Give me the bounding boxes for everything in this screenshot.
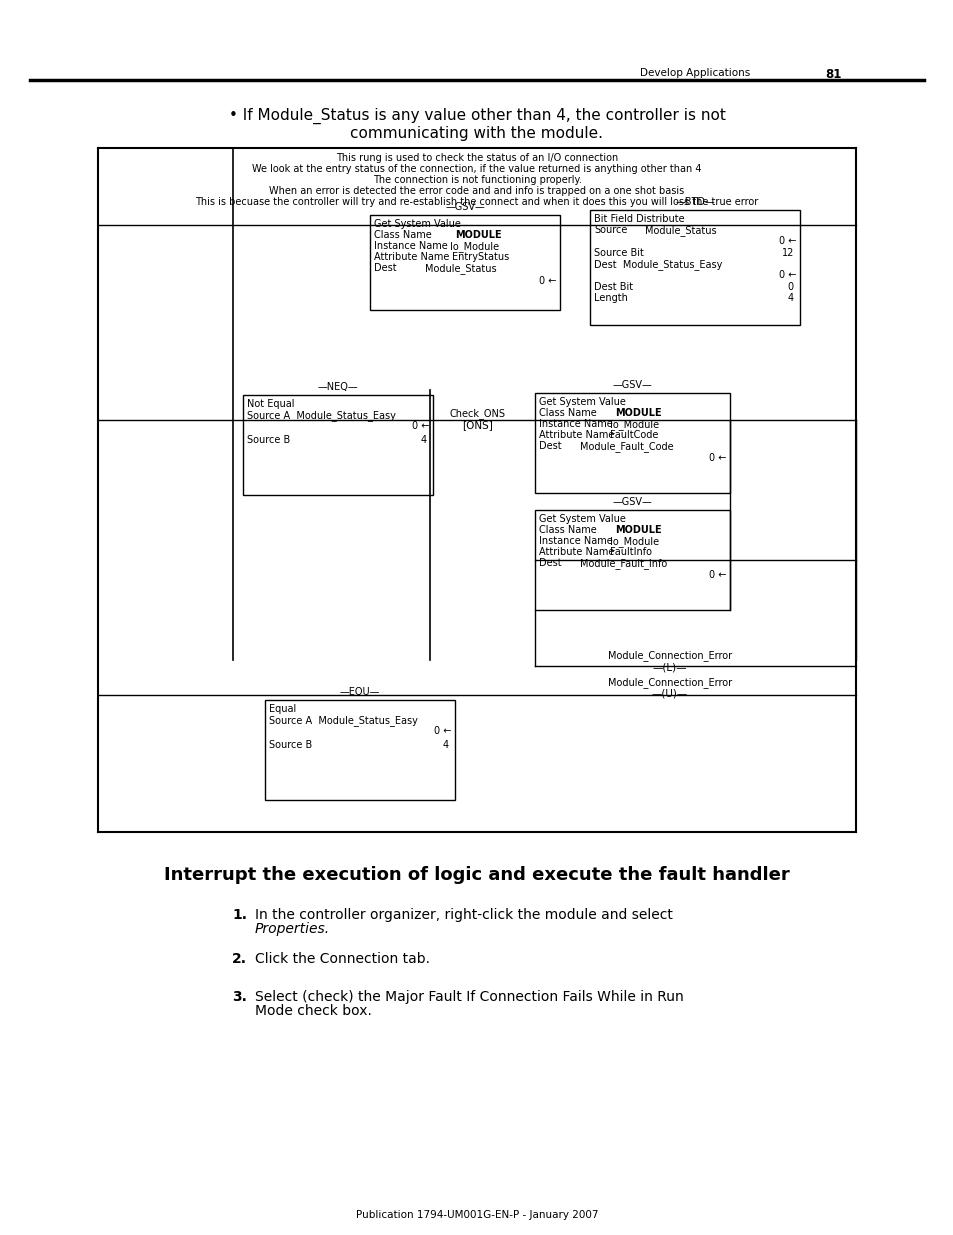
Text: MODULE: MODULE — [615, 408, 661, 417]
Text: 0 ←: 0 ← — [434, 726, 451, 736]
Text: —NEQ—: —NEQ— — [317, 382, 358, 391]
Text: 2.: 2. — [232, 952, 247, 966]
Text: Check_ONS: Check_ONS — [450, 408, 505, 419]
Bar — [243, 395, 433, 495]
Text: Instance Name: Instance Name — [538, 536, 612, 546]
Text: Dest Bit: Dest Bit — [594, 282, 633, 291]
Text: 0 ←: 0 ← — [708, 571, 725, 580]
Text: 81: 81 — [824, 68, 841, 82]
Text: We look at the entry status of the connection, if the value returned is anything: We look at the entry status of the conne… — [252, 164, 701, 174]
Text: FaultCode: FaultCode — [609, 430, 658, 440]
Text: Io_Module: Io_Module — [609, 536, 659, 547]
Text: Get System Value: Get System Value — [374, 219, 460, 228]
Text: —GSV—: —GSV— — [612, 496, 651, 508]
Text: Source B: Source B — [269, 740, 312, 750]
Bar — [265, 700, 455, 800]
Text: This rung is used to check the status of an I/O connection: This rung is used to check the status of… — [335, 153, 618, 163]
Text: Interrupt the execution of logic and execute the fault handler: Interrupt the execution of logic and exe… — [164, 866, 789, 884]
Text: 1.: 1. — [232, 908, 247, 923]
Text: Publication 1794-UM001G-EN-P - January 2007: Publication 1794-UM001G-EN-P - January 2… — [355, 1210, 598, 1220]
Text: Dest: Dest — [538, 558, 561, 568]
Text: 4: 4 — [442, 740, 449, 750]
Text: Attribute Name: Attribute Name — [374, 252, 449, 262]
Bar — [535, 393, 729, 493]
Text: In the controller organizer, right-click the module and select: In the controller organizer, right-click… — [254, 908, 672, 923]
Text: Not Equal: Not Equal — [247, 399, 294, 409]
Text: Source A  Module_Status_Easy: Source A Module_Status_Easy — [247, 410, 395, 421]
Text: Module_Fault_Code: Module_Fault_Code — [579, 441, 673, 452]
Text: MODULE: MODULE — [615, 525, 661, 535]
Text: • If Module_Status is any value other than 4, the controller is not: • If Module_Status is any value other th… — [229, 107, 724, 125]
Text: FaultInfo: FaultInfo — [609, 547, 651, 557]
Text: Dest: Dest — [374, 263, 396, 273]
Text: 0 ←: 0 ← — [778, 236, 795, 246]
Text: Get System Value: Get System Value — [538, 396, 625, 408]
Text: Develop Applications: Develop Applications — [639, 68, 749, 78]
Bar — [589, 210, 800, 325]
Text: 0 ←: 0 ← — [778, 270, 795, 280]
Text: Source: Source — [594, 225, 627, 235]
Text: MODULE: MODULE — [455, 230, 501, 240]
Text: 4: 4 — [787, 293, 793, 303]
Text: Io_Module: Io_Module — [450, 241, 498, 252]
Text: Length: Length — [594, 293, 627, 303]
Text: Module_Status: Module_Status — [644, 225, 716, 236]
Text: Source A  Module_Status_Easy: Source A Module_Status_Easy — [269, 715, 417, 726]
Text: This is becuase the controller will try and re-establish the connect and when it: This is becuase the controller will try … — [195, 198, 758, 207]
Text: —GSV—: —GSV— — [445, 203, 484, 212]
Text: Dest: Dest — [538, 441, 561, 451]
Text: 0 ←: 0 ← — [411, 421, 429, 431]
Text: —GSV—: —GSV— — [612, 380, 651, 390]
Text: Equal: Equal — [269, 704, 296, 714]
Text: Dest  Module_Status_Easy: Dest Module_Status_Easy — [594, 259, 721, 270]
Text: 0 ←: 0 ← — [538, 275, 556, 287]
Text: 4: 4 — [420, 435, 427, 445]
Text: Class Name: Class Name — [374, 230, 432, 240]
Text: Module_Status: Module_Status — [424, 263, 497, 274]
Text: [ONS]: [ONS] — [461, 420, 493, 430]
Text: Mode check box.: Mode check box. — [254, 1004, 372, 1018]
Bar — [535, 510, 729, 610]
Text: Class Name: Class Name — [538, 408, 597, 417]
Text: Source B: Source B — [247, 435, 290, 445]
Text: communicating with the module.: communicating with the module. — [350, 126, 603, 141]
Text: Bit Field Distribute: Bit Field Distribute — [594, 214, 684, 224]
Text: Get System Value: Get System Value — [538, 514, 625, 524]
Text: —(U)—: —(U)— — [651, 689, 687, 699]
Text: EntryStatus: EntryStatus — [452, 252, 509, 262]
Text: Properties.: Properties. — [254, 923, 330, 936]
Text: Click the Connection tab.: Click the Connection tab. — [254, 952, 430, 966]
Text: —BTD—: —BTD— — [675, 198, 714, 207]
Text: 0 ←: 0 ← — [708, 453, 725, 463]
Text: Attribute Name: Attribute Name — [538, 430, 614, 440]
Text: Source Bit: Source Bit — [594, 248, 643, 258]
Text: Module_Fault_Info: Module_Fault_Info — [579, 558, 666, 569]
Text: 0: 0 — [787, 282, 793, 291]
Bar — [370, 215, 559, 310]
Text: Io_Module: Io_Module — [609, 419, 659, 430]
Text: Attribute Name: Attribute Name — [538, 547, 614, 557]
Text: 12: 12 — [781, 248, 793, 258]
Text: When an error is detected the error code and and info is trapped on a one shot b: When an error is detected the error code… — [269, 186, 684, 196]
Text: The connection is not functioning properly.: The connection is not functioning proper… — [373, 175, 580, 185]
Text: 3.: 3. — [232, 990, 247, 1004]
Text: Class Name: Class Name — [538, 525, 597, 535]
Text: Instance Name: Instance Name — [538, 419, 612, 429]
Text: Select (check) the Major Fault If Connection Fails While in Run: Select (check) the Major Fault If Connec… — [254, 990, 683, 1004]
Text: —EQU—: —EQU— — [339, 687, 380, 697]
Text: Instance Name: Instance Name — [374, 241, 447, 251]
Text: Module_Connection_Error: Module_Connection_Error — [607, 650, 731, 661]
Text: Module_Connection_Error: Module_Connection_Error — [607, 677, 731, 688]
Text: —(L)—: —(L)— — [652, 662, 686, 672]
